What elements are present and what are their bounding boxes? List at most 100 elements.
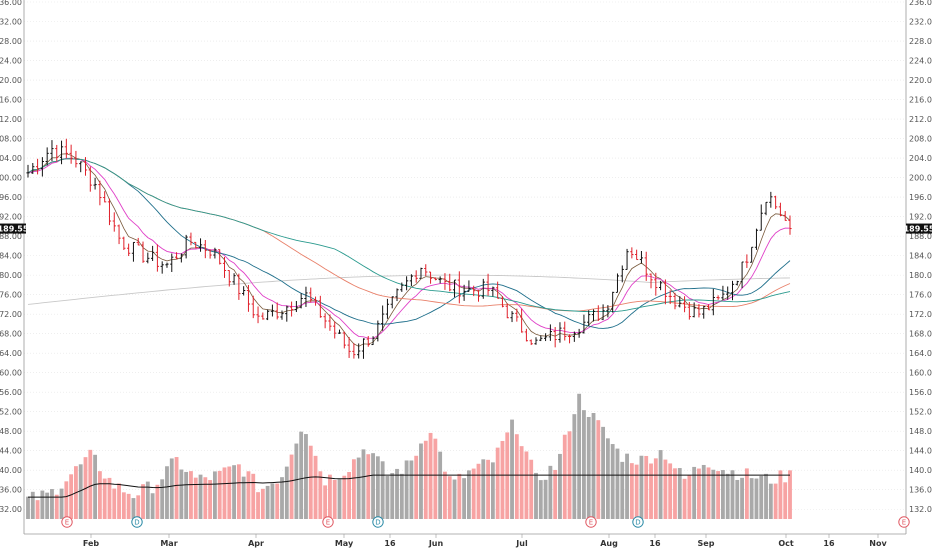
- volume-bar: [788, 470, 792, 519]
- y-tick-label-right: 132.00: [909, 505, 932, 514]
- x-tick-label: Feb: [83, 539, 100, 548]
- ma-65-line: [27, 158, 791, 313]
- y-tick-label-left: 208.00: [0, 135, 22, 144]
- volume-bar: [749, 478, 754, 519]
- volume-bar: [280, 477, 284, 519]
- volume-bar: [78, 464, 83, 519]
- y-tick-label-left: 224.00: [0, 57, 22, 66]
- price-bar: [390, 296, 394, 309]
- volume-bar: [236, 464, 241, 519]
- y-tick-label-left: 144.00: [0, 447, 22, 456]
- earnings-event-marker: E: [61, 516, 73, 528]
- price-bar: [558, 322, 562, 343]
- volume-bar: [510, 419, 514, 519]
- price-bar: [740, 261, 744, 289]
- x-tick-label: May: [335, 539, 354, 548]
- price-bar: [654, 272, 658, 296]
- volume-bar: [246, 471, 251, 519]
- price-bar: [630, 247, 634, 259]
- volume-bar: [471, 468, 476, 519]
- volume-bar: [466, 470, 471, 519]
- y-tick-label-right: 196.00: [909, 193, 932, 202]
- y-tick-label-right: 160.00: [909, 369, 932, 378]
- price-bar: [567, 334, 572, 344]
- volume-bar: [534, 472, 538, 519]
- price-bar: [563, 321, 567, 341]
- price-bar: [620, 265, 624, 283]
- volume-bar: [193, 477, 198, 519]
- price-bar: [304, 286, 308, 307]
- price-bar: [299, 293, 303, 309]
- event-label: D: [134, 519, 139, 527]
- volume-bar: [289, 454, 294, 519]
- price-bar: [496, 281, 500, 299]
- volume-bar: [395, 468, 399, 519]
- price-bar: [103, 191, 107, 203]
- price-bar: [285, 305, 289, 322]
- volume-bar: [141, 484, 145, 519]
- volume-bar: [553, 469, 558, 519]
- x-tick-label: 16: [384, 539, 396, 548]
- price-bar: [112, 212, 116, 232]
- price-bar: [131, 241, 136, 262]
- volume-bar: [304, 434, 308, 519]
- volume-bar: [529, 459, 534, 519]
- volume-bar: [337, 479, 342, 519]
- price-bar: [55, 144, 59, 162]
- volume-bar: [275, 483, 280, 519]
- ma-21-line: [27, 158, 791, 329]
- volume-bar: [558, 453, 562, 519]
- volume-bar: [692, 466, 697, 519]
- price-bar: [673, 292, 677, 310]
- volume-bar: [217, 470, 222, 519]
- price-bar: [227, 269, 231, 287]
- x-tick-label: Mar: [160, 539, 177, 548]
- price-bar: [40, 157, 44, 177]
- price-bar: [294, 301, 298, 313]
- price-bar: [395, 288, 399, 302]
- event-label: E: [326, 519, 330, 527]
- event-circle: [61, 516, 73, 528]
- price-bar: [347, 337, 351, 358]
- volume-bar: [390, 473, 395, 519]
- event-circle: [632, 516, 644, 528]
- price-bar: [635, 249, 639, 261]
- dividend-event-marker: D: [632, 516, 644, 528]
- price-bar: [337, 329, 342, 334]
- price-bar: [93, 177, 97, 190]
- volume-bar: [35, 500, 40, 519]
- event-label: E: [65, 519, 69, 527]
- volume-bar: [284, 466, 289, 519]
- volume-bar: [615, 448, 620, 519]
- y-tick-label-right: 172.00: [909, 310, 932, 319]
- y-tick-label-left: 232.00: [0, 18, 22, 27]
- x-tick-label: Nov: [869, 539, 887, 548]
- volume-bar: [212, 471, 217, 519]
- volume-bar: [371, 453, 375, 519]
- volume-bar: [126, 493, 131, 519]
- volume-bar: [744, 468, 749, 519]
- y-tick-label-right: 216.00: [909, 96, 932, 105]
- price-bar: [606, 305, 610, 318]
- price-bar: [510, 311, 514, 323]
- price-bar: [208, 249, 212, 259]
- volume-bar: [735, 479, 740, 519]
- price-bar: [764, 201, 768, 216]
- volume-bar: [179, 469, 184, 519]
- volume-bar: [361, 449, 366, 519]
- price-bar: [117, 224, 121, 245]
- volume-bar: [208, 480, 213, 519]
- price-bar: [122, 236, 126, 251]
- price-bar: [266, 309, 270, 321]
- volume-bar: [505, 432, 510, 519]
- volume-bar: [97, 471, 102, 519]
- volume-bar: [404, 460, 409, 519]
- last-price-tag-left: 189.55: [0, 223, 29, 234]
- price-bar: [98, 180, 102, 206]
- volume-bar: [577, 393, 582, 519]
- volume-bar: [677, 468, 682, 519]
- price-bar: [481, 278, 485, 299]
- volume-bar: [759, 475, 764, 519]
